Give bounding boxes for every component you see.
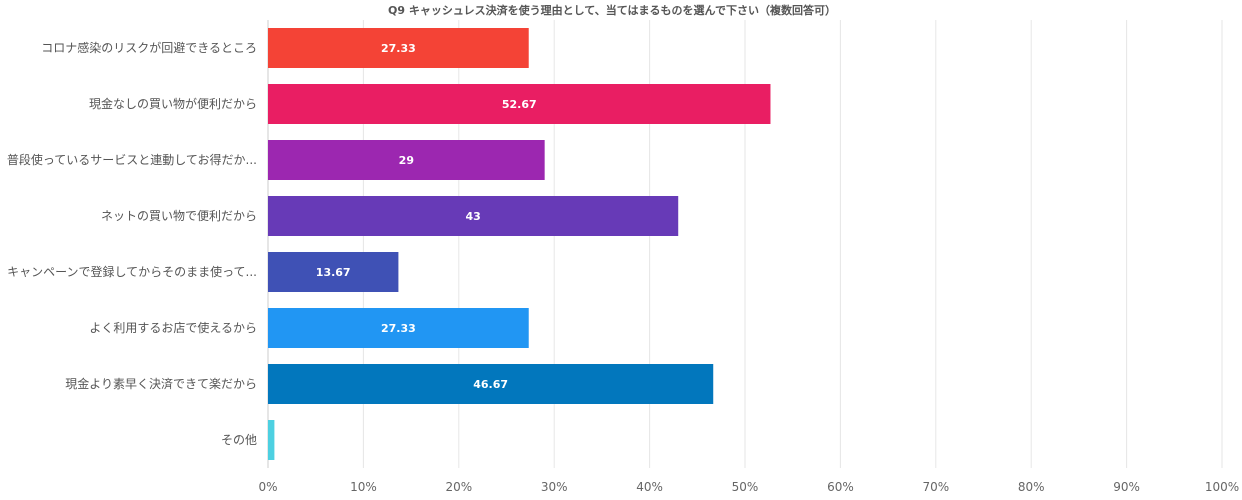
bar-value-label: 29	[399, 154, 414, 167]
x-tick-label: 90%	[1113, 480, 1140, 494]
category-label: キャンペーンで登録してからそのまま使って...	[7, 264, 257, 279]
x-tick-label: 100%	[1205, 480, 1239, 494]
category-label: 普段使っているサービスと連動してお得だか...	[7, 152, 257, 167]
bar	[268, 252, 399, 292]
bar	[268, 364, 714, 404]
x-tick-label: 70%	[922, 480, 949, 494]
category-label: 現金より素早く決済できて楽だから	[65, 376, 257, 391]
bar	[268, 140, 545, 180]
x-tick-label: 80%	[1018, 480, 1045, 494]
bar	[268, 308, 529, 348]
x-tick-label: 60%	[827, 480, 854, 494]
category-label: その他	[221, 433, 257, 447]
bar-value-label: 13.67	[316, 266, 351, 279]
bar	[268, 84, 771, 124]
bar-value-label: 52.67	[502, 98, 537, 111]
bar	[268, 420, 275, 460]
x-tick-label: 10%	[350, 480, 377, 494]
category-labels: コロナ感染のリスクが回避できるところ現金なしの買い物が便利だから普段使っているサ…	[7, 40, 257, 447]
chart-title: Q9 キャッシュレス決済を使う理由として、当てはまるものを選んで下さい（複数回答…	[388, 3, 836, 17]
x-axis-ticks: 0% 10% 20% 30% 40% 50% 60% 70% 80% 90% 100%	[258, 480, 1239, 494]
bars: 27.33 52.67 29 43 13.67 27.33 46.67	[268, 28, 771, 460]
x-tick-label: 30%	[541, 480, 568, 494]
category-label: よく利用するお店で使えるから	[89, 320, 257, 335]
x-tick-label: 50%	[732, 480, 759, 494]
bar-value-label: 43	[465, 210, 480, 223]
x-tick-label: 40%	[636, 480, 663, 494]
bar-value-label: 46.67	[473, 378, 508, 391]
category-label: コロナ感染のリスクが回避できるところ	[41, 40, 257, 55]
category-label: 現金なしの買い物が便利だから	[89, 96, 257, 111]
category-label: ネットの買い物で便利だから	[101, 209, 257, 223]
x-tick-label: 0%	[258, 480, 277, 494]
bar	[268, 196, 679, 236]
bar-value-label: 27.33	[381, 322, 416, 335]
bar	[268, 28, 529, 68]
bar-value-label: 27.33	[381, 42, 416, 55]
x-tick-label: 20%	[445, 480, 472, 494]
